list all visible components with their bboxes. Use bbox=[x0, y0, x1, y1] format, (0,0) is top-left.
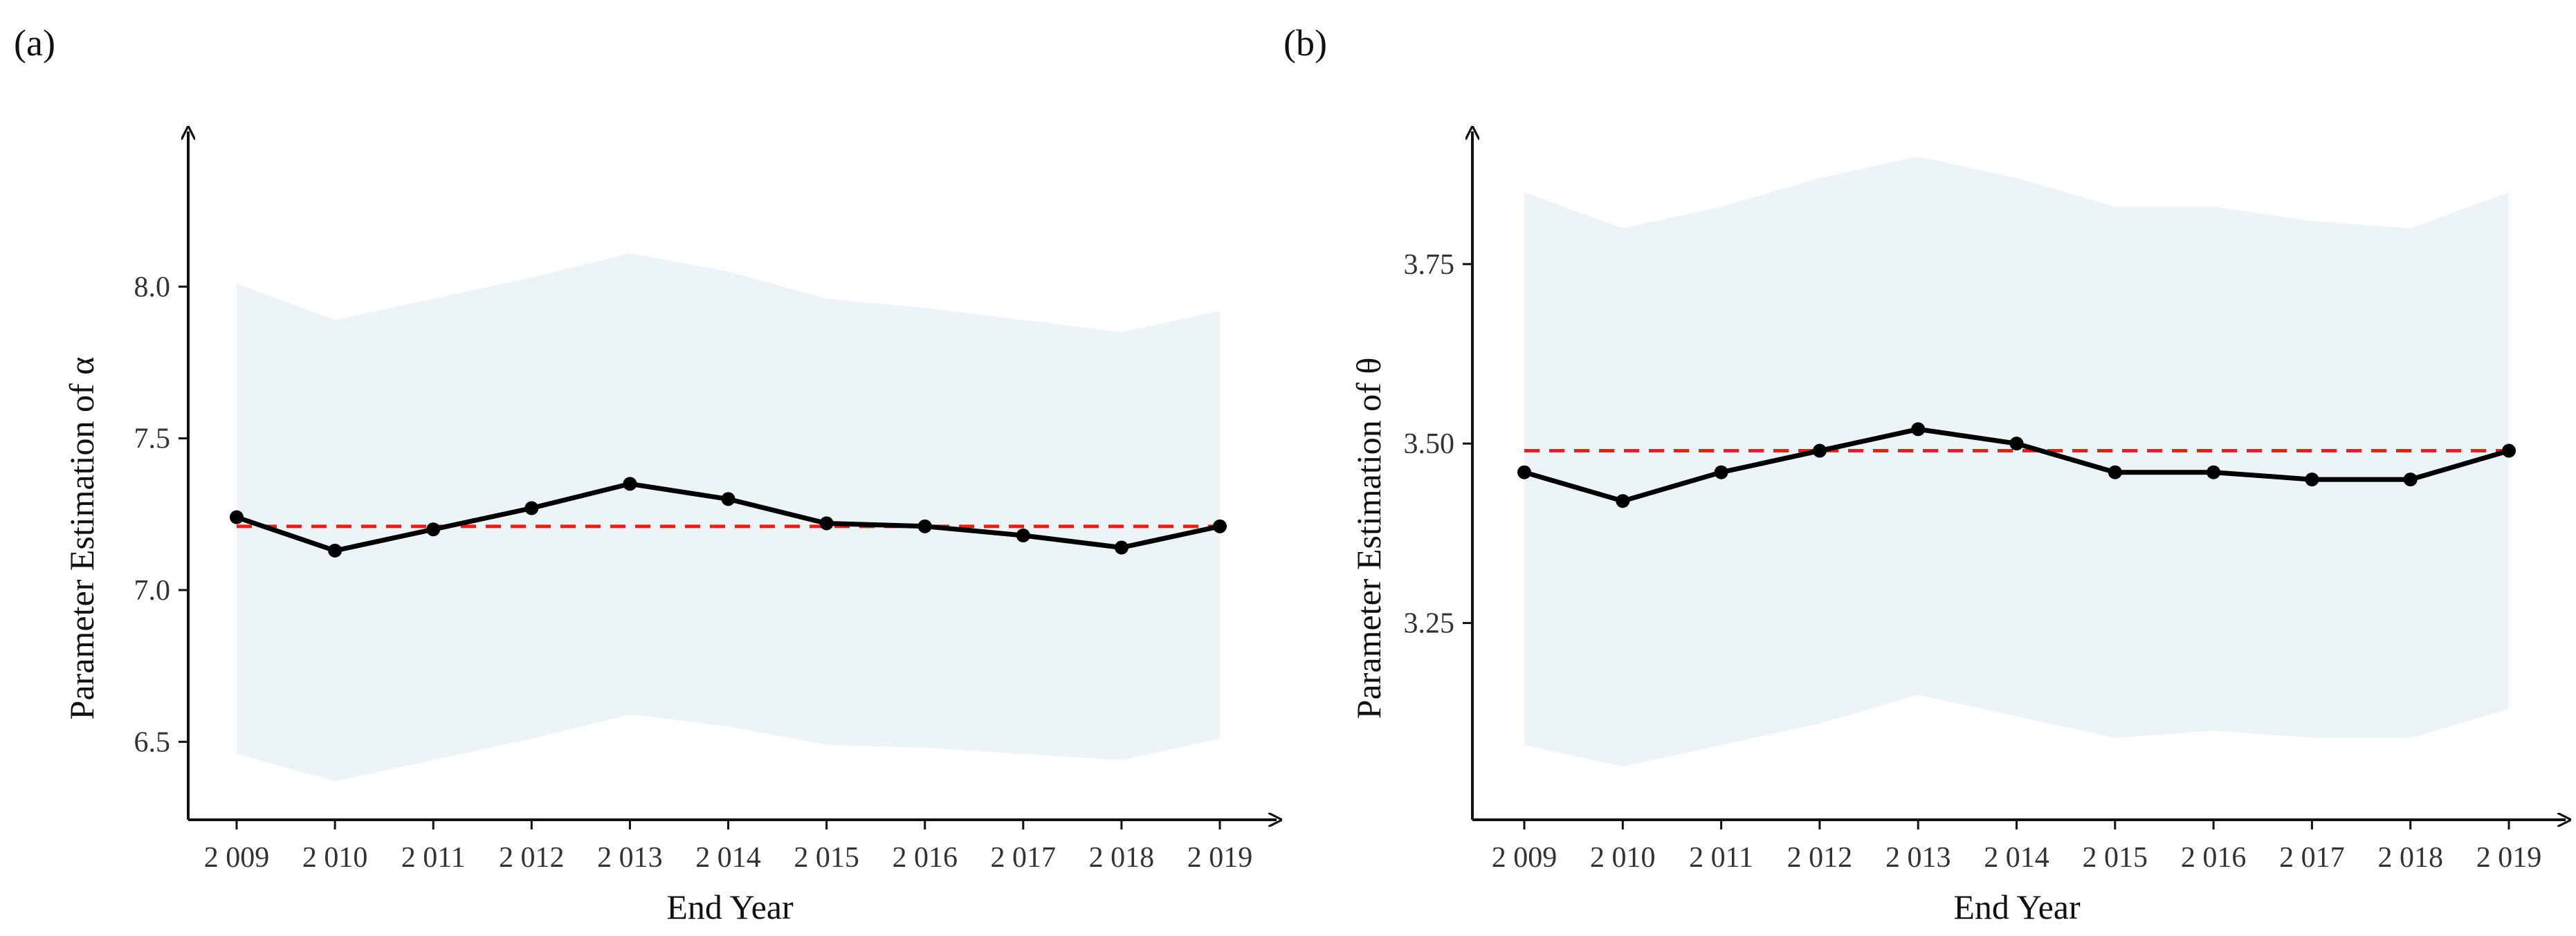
data-point bbox=[1213, 519, 1227, 533]
y-tick-label: 3.50 bbox=[1404, 428, 1455, 460]
chart-panel-b: (b) 3.25 3.50 3.75 2 009 2 010 2 011 2 012 2 0… bbox=[1284, 22, 2566, 926]
panel-label: (a) bbox=[14, 22, 55, 64]
data-point bbox=[1114, 540, 1129, 555]
x-tick-label: 2 015 bbox=[794, 842, 859, 874]
y-tick-label: 8.0 bbox=[134, 271, 171, 303]
x-tick-label: 2 018 bbox=[2377, 842, 2443, 874]
data-point bbox=[426, 522, 441, 537]
x-tick-label: 2 017 bbox=[991, 842, 1057, 874]
data-point bbox=[623, 477, 637, 491]
x-tick-label: 2 011 bbox=[1689, 842, 1753, 874]
x-tick-label: 2 018 bbox=[1089, 842, 1155, 874]
x-tick-label: 2 016 bbox=[2181, 842, 2247, 874]
x-tick-label: 2 012 bbox=[1787, 842, 1853, 874]
data-point bbox=[328, 543, 342, 558]
data-point bbox=[2207, 465, 2221, 479]
y-tick-label: 3.25 bbox=[1404, 608, 1455, 640]
y-tick-label: 7.5 bbox=[134, 423, 171, 455]
confidence-band bbox=[237, 253, 1220, 782]
data-point bbox=[1911, 422, 1926, 437]
data-point bbox=[2403, 472, 2418, 487]
confidence-band bbox=[1524, 156, 2509, 767]
x-tick-label: 2 010 bbox=[1590, 842, 1656, 874]
data-point bbox=[2502, 443, 2516, 458]
x-axis-title: End Year bbox=[1953, 888, 2081, 926]
y-axis-title: Parameter Estimation of θ bbox=[1349, 358, 1388, 719]
x-tick-label: 2 013 bbox=[597, 842, 663, 874]
x-tick-label: 2 010 bbox=[302, 842, 368, 874]
y-tick-label: 6.5 bbox=[134, 726, 171, 758]
x-axis-title: End Year bbox=[666, 888, 794, 926]
data-point bbox=[1616, 494, 1630, 508]
data-point bbox=[524, 501, 539, 515]
x-tick-label: 2 016 bbox=[892, 842, 958, 874]
data-point bbox=[917, 519, 932, 533]
x-tick-label: 2 012 bbox=[499, 842, 565, 874]
x-tick-label: 2 015 bbox=[2083, 842, 2148, 874]
x-tick-label: 2 019 bbox=[1187, 842, 1253, 874]
chart-panel-a: (a) 6.5 7.0 7.5 8.0 2 009 2 010 2 011 2 012 2 0… bbox=[14, 22, 1277, 926]
data-point bbox=[2305, 472, 2319, 487]
data-point bbox=[1016, 529, 1030, 542]
data-point bbox=[1812, 443, 1827, 458]
x-tick-label: 2 011 bbox=[401, 842, 466, 874]
y-tick-label: 7.0 bbox=[134, 575, 171, 607]
data-point bbox=[2108, 465, 2122, 479]
x-tick-label: 2 009 bbox=[204, 842, 270, 874]
data-point bbox=[819, 516, 834, 531]
x-tick-label: 2 014 bbox=[695, 842, 761, 874]
x-tick-label: 2 019 bbox=[2476, 842, 2542, 874]
panel-label: (b) bbox=[1284, 22, 1327, 64]
data-point bbox=[721, 492, 736, 506]
y-tick-label: 3.75 bbox=[1404, 249, 1455, 281]
data-point bbox=[1714, 465, 1728, 479]
data-point bbox=[1517, 465, 1531, 479]
y-axis-title: Parameter Estimation of α bbox=[62, 357, 101, 720]
data-point bbox=[230, 510, 244, 524]
x-tick-label: 2 014 bbox=[1984, 842, 2049, 874]
x-tick-label: 2 017 bbox=[2279, 842, 2345, 874]
x-tick-label: 2 009 bbox=[1492, 842, 1558, 874]
x-tick-label: 2 013 bbox=[1885, 842, 1951, 874]
data-point bbox=[2009, 437, 2024, 451]
